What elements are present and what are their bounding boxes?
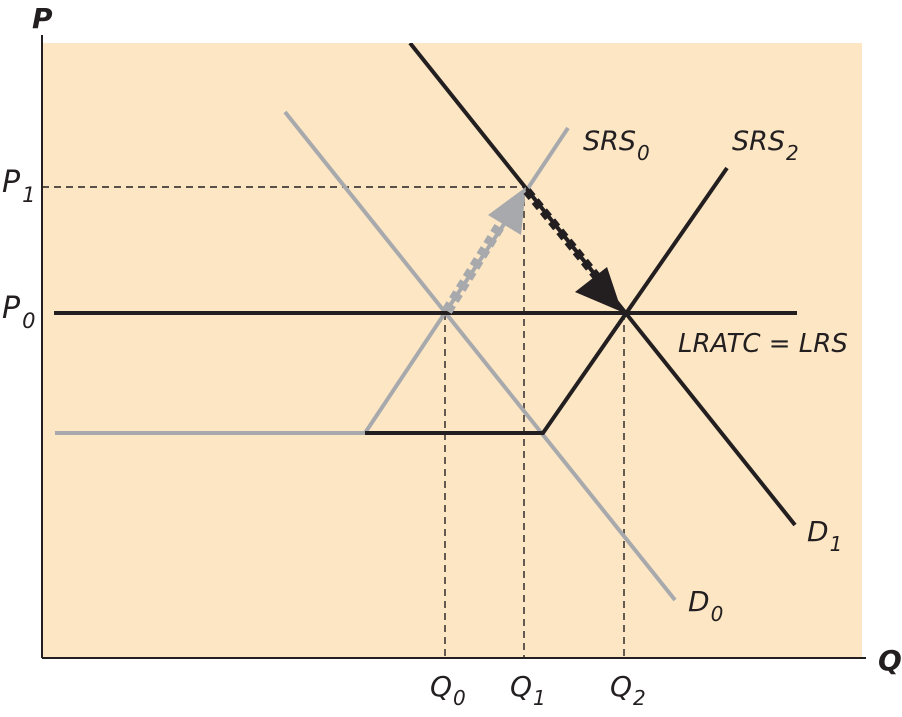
d0-label: D0 <box>688 585 723 626</box>
shift-arrow-dark <box>523 188 622 312</box>
x-axis-label: Q <box>878 644 902 677</box>
p1-label: P1 <box>2 165 35 207</box>
srs2-label: SRS2 <box>732 126 799 165</box>
arrowhead-dark <box>575 267 622 312</box>
y-axis-label: P <box>32 2 53 35</box>
guide-lines <box>42 186 625 658</box>
q1-label: Q1 <box>510 670 546 710</box>
shift-arrow-grey <box>442 187 526 314</box>
srs2-curve <box>365 166 729 435</box>
plot-area <box>42 43 862 658</box>
srs0-label: SRS0 <box>583 126 650 165</box>
d0-curve <box>283 110 677 602</box>
arrowhead-grey <box>488 187 526 235</box>
lrs-label: LRATC = LRS <box>678 329 848 359</box>
q0-label: Q0 <box>430 670 466 710</box>
q2-label: Q2 <box>610 670 646 710</box>
p0-label: P0 <box>2 291 35 333</box>
d1-label: D1 <box>807 515 842 556</box>
